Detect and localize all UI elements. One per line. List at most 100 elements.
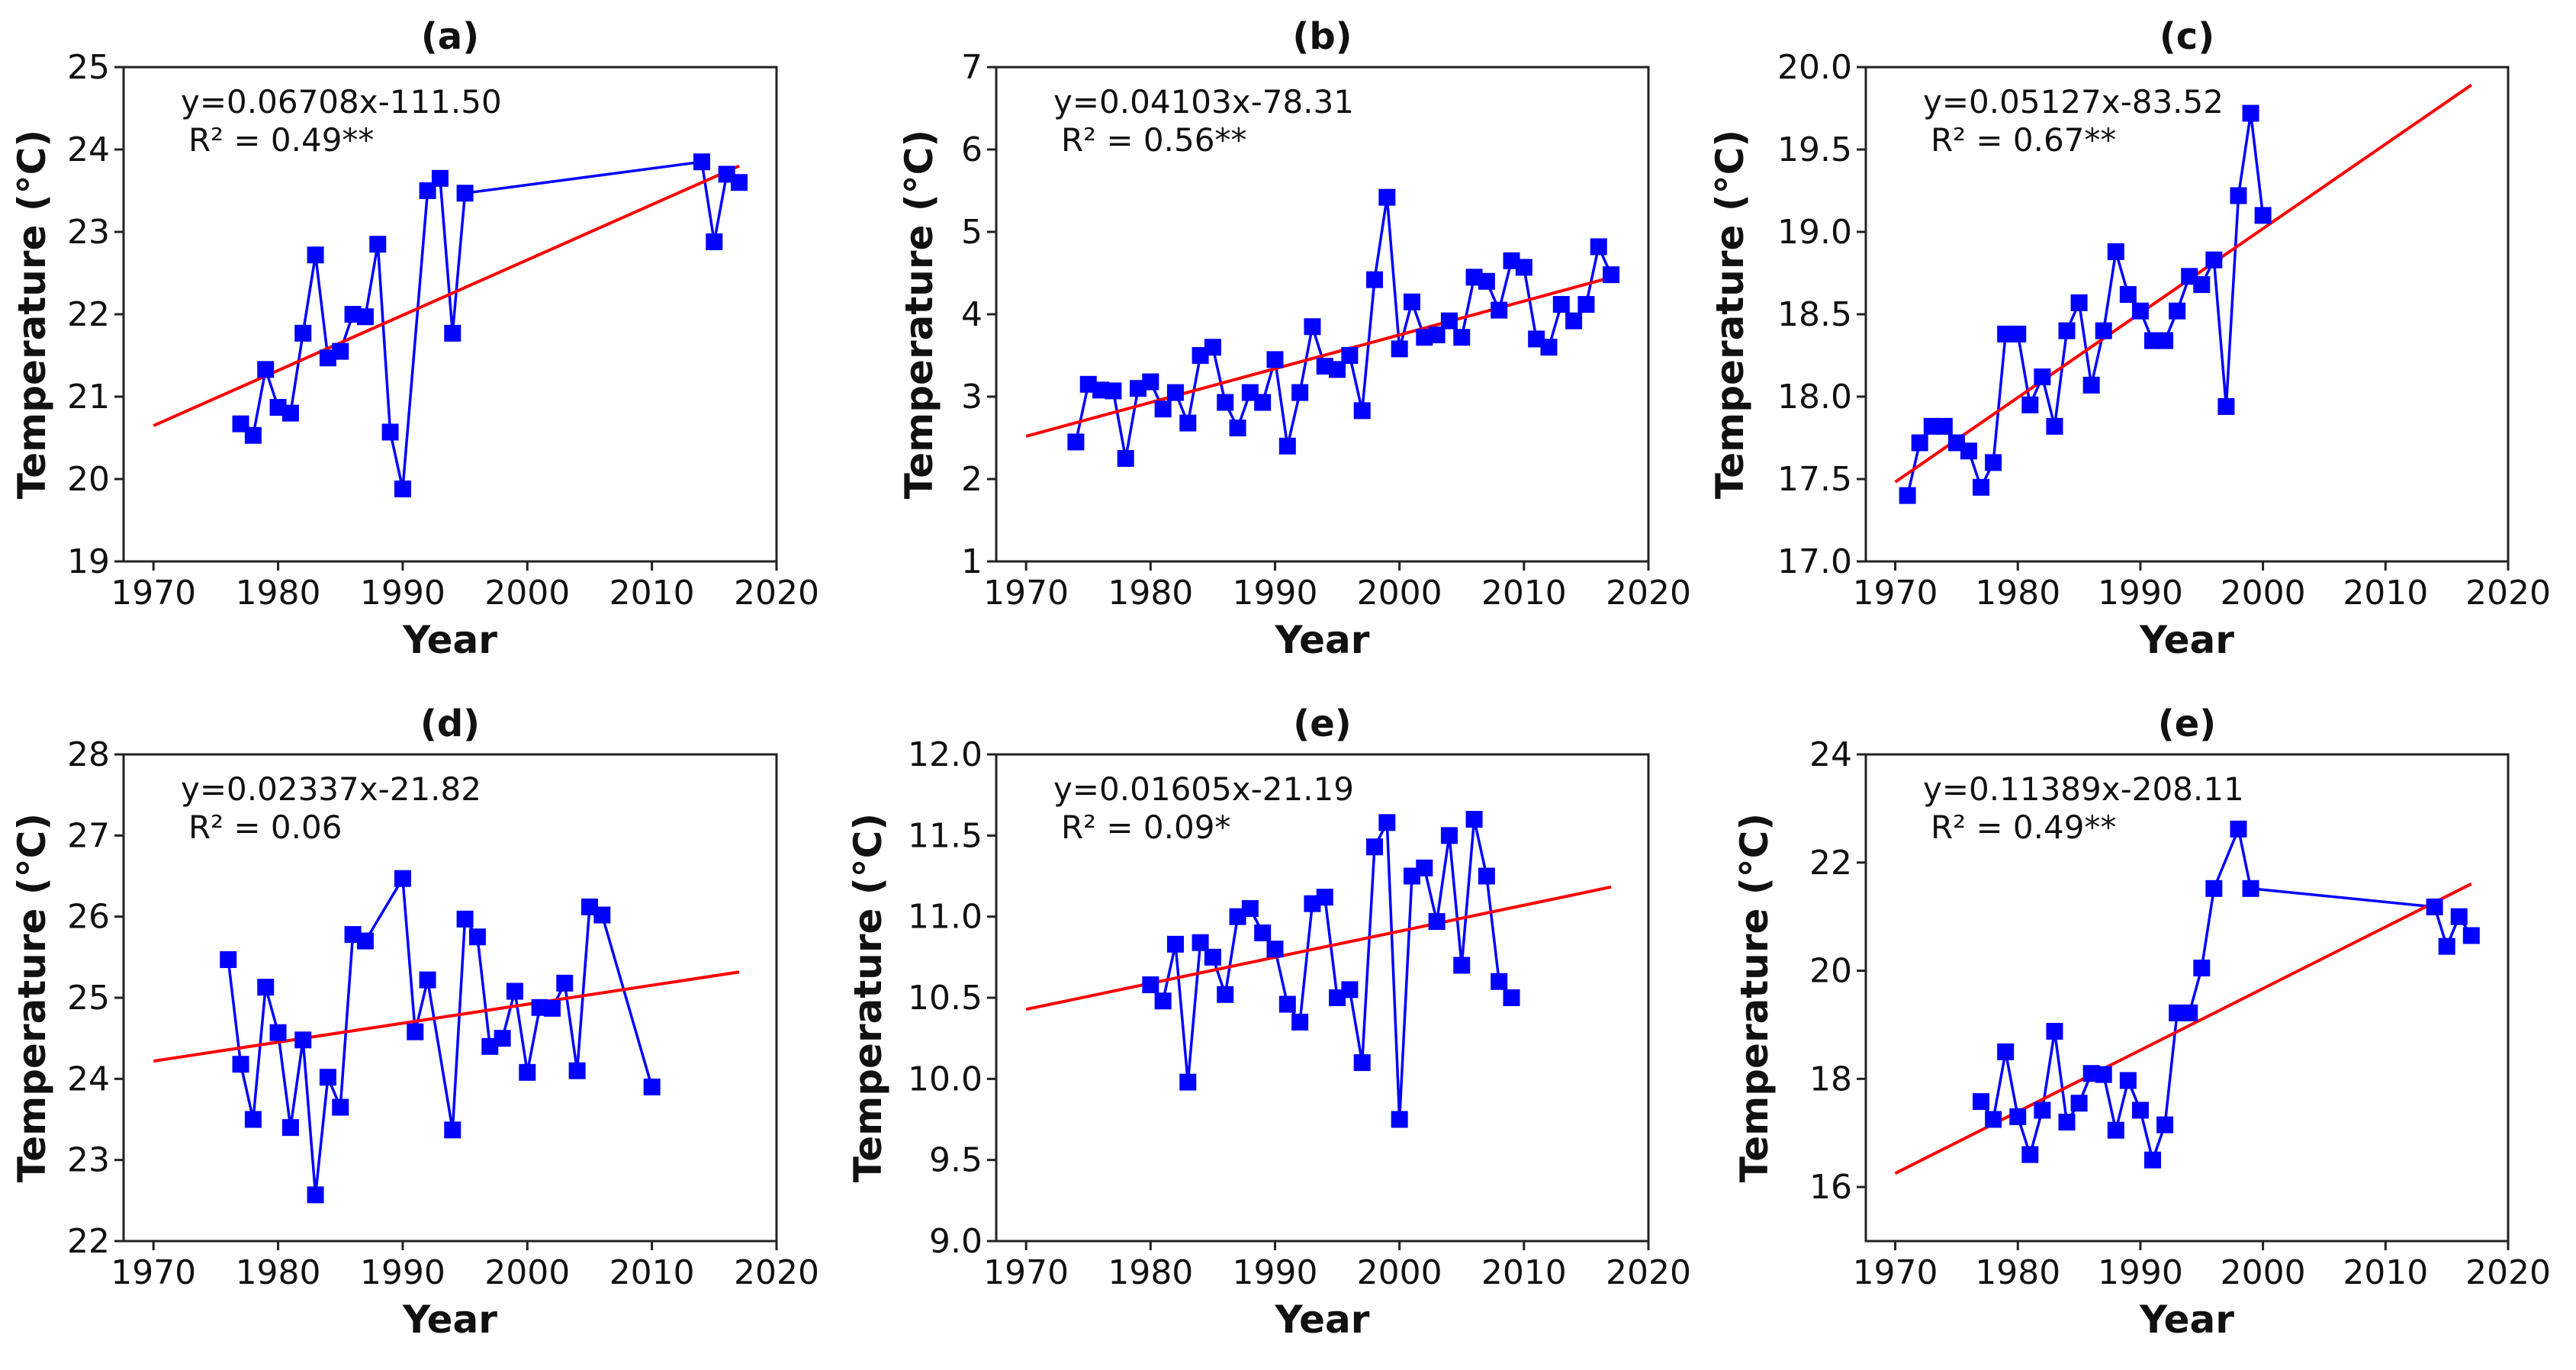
r-squared-label: R² = 0.56** — [1061, 121, 1246, 159]
chart-panel-1: (a) 1970 1980 1990 2000 2010 2020 19 20 21 22 23 24 2… — [10, 15, 819, 662]
y-tick-label: 27 — [67, 816, 110, 855]
x-tick-label: 2020 — [1606, 1253, 1691, 1292]
data-point-marker — [1440, 312, 1458, 330]
y-tick-label: 24 — [67, 1060, 110, 1098]
data-point-marker — [519, 1063, 536, 1081]
data-point-marker — [444, 324, 461, 342]
data-point-marker — [2034, 368, 2051, 386]
y-tick-label: 11.0 — [908, 898, 982, 937]
x-axis-label: Year — [402, 618, 497, 662]
data-point-marker — [2095, 322, 2112, 339]
data-point-marker — [1515, 259, 1532, 276]
data-point-marker — [1985, 454, 2002, 471]
y-tick-label: 22 — [1809, 844, 1852, 883]
data-point-marker — [1254, 924, 1272, 941]
y-axis-label: Temperature (°C) — [897, 130, 941, 499]
panel-title: (e) — [2158, 703, 2216, 745]
data-point-marker — [2021, 396, 2039, 413]
data-point-marker — [730, 174, 748, 191]
r-squared-label: R² = 0.49** — [1931, 809, 2116, 846]
data-point-marker — [1117, 450, 1134, 467]
x-tick-label: 1980 — [1975, 574, 2060, 613]
data-point-marker — [2242, 105, 2259, 122]
data-point-marker — [2131, 302, 2149, 320]
data-point-marker — [1278, 437, 1296, 455]
data-point-marker — [1179, 1073, 1197, 1091]
data-point-marker — [468, 928, 486, 946]
data-point-marker — [1217, 394, 1234, 411]
data-point-marker — [1997, 1043, 2015, 1060]
data-point-marker — [269, 1024, 287, 1041]
regression-equation: y=0.05127x-83.52 — [1923, 83, 2224, 121]
data-point-marker — [494, 1030, 511, 1047]
chart-panel-4: (d) 1970 1980 1990 2000 2010 2020 22 23 24 25 26 27 2… — [10, 703, 819, 1342]
data-point-marker — [2046, 1022, 2063, 1040]
data-point-marker — [2426, 898, 2443, 915]
data-point-marker — [1154, 992, 1172, 1010]
x-tick-label: 2010 — [609, 574, 695, 613]
data-point-marker — [1552, 296, 1570, 314]
x-tick-label: 2010 — [2343, 1253, 2428, 1292]
data-point-marker — [1217, 986, 1234, 1003]
data-point-marker — [706, 233, 723, 250]
data-point-marker — [1266, 351, 1284, 368]
x-tick-label: 1990 — [2098, 574, 2183, 613]
r-squared-label: R² = 0.06 — [188, 809, 342, 846]
y-axis-label: Temperature (°C) — [10, 813, 54, 1182]
y-tick-label: 19.5 — [1777, 130, 1852, 169]
data-point-marker — [1590, 238, 1607, 256]
y-tick-label: 18.5 — [1777, 295, 1852, 334]
y-tick-label: 6 — [961, 130, 982, 169]
data-point-marker — [2107, 243, 2124, 260]
y-tick-label: 18.0 — [1777, 378, 1852, 416]
data-point-marker — [407, 1023, 424, 1040]
data-point-marker — [369, 236, 387, 253]
x-tick-label: 1990 — [1233, 1253, 1318, 1292]
data-point-marker — [2144, 1151, 2162, 1169]
y-tick-label: 1 — [961, 542, 982, 581]
y-tick-label: 19.0 — [1777, 213, 1852, 252]
y-tick-label: 9.5 — [929, 1141, 982, 1180]
chart-panel-3: (c) 1970 1980 1990 2000 2010 2020 17.0 17.5 18.0 1… — [1708, 15, 2551, 662]
data-point-marker — [1266, 941, 1284, 958]
chart-panel-6: (e) 1970 1980 1990 2000 2010 2020 16 18 20 22 24 Yea… — [1732, 703, 2551, 1342]
x-tick-label: 1970 — [1853, 574, 1938, 613]
data-point-marker — [294, 324, 312, 342]
data-point-marker — [2082, 376, 2100, 394]
trend-line — [153, 164, 740, 427]
y-tick-label: 22 — [67, 295, 110, 334]
data-point-marker — [1540, 339, 1558, 356]
data-point-marker — [1453, 957, 1471, 974]
data-point-marker — [1154, 400, 1172, 418]
data-point-marker — [2156, 332, 2174, 349]
plot-area — [995, 753, 1650, 1243]
x-tick-label: 2000 — [1357, 574, 1442, 613]
x-tick-label: 2000 — [1357, 1253, 1442, 1292]
data-point-marker — [1378, 188, 1396, 206]
data-point-marker — [1391, 340, 1408, 358]
y-tick-label: 18 — [1809, 1060, 1852, 1098]
data-point-marker — [2119, 286, 2137, 304]
data-point-marker — [419, 971, 436, 989]
x-tick-label: 1990 — [2098, 1253, 2183, 1292]
data-point-marker — [232, 1056, 249, 1073]
x-tick-label: 1980 — [1108, 574, 1193, 613]
x-tick-label: 2010 — [609, 1253, 695, 1292]
data-point-marker — [1341, 347, 1359, 364]
data-point-marker — [2046, 417, 2063, 435]
x-tick-label: 2000 — [2221, 1253, 2306, 1292]
regression-equation: y=0.11389x-208.11 — [1923, 770, 2244, 808]
data-point-marker — [1366, 838, 1384, 856]
trend-line — [1025, 885, 1612, 1011]
data-point-marker — [1478, 867, 1495, 885]
x-tick-label: 2020 — [2465, 574, 2551, 613]
data-point-marker — [2119, 1072, 2137, 1089]
y-tick-label: 12.0 — [908, 735, 982, 774]
data-point-marker — [307, 246, 324, 264]
data-point-marker — [2230, 187, 2247, 204]
data-point-marker — [2181, 1004, 2198, 1021]
data-point-marker — [2193, 276, 2211, 294]
data-point-marker — [2438, 937, 2455, 955]
data-point-marker — [2169, 302, 2186, 320]
